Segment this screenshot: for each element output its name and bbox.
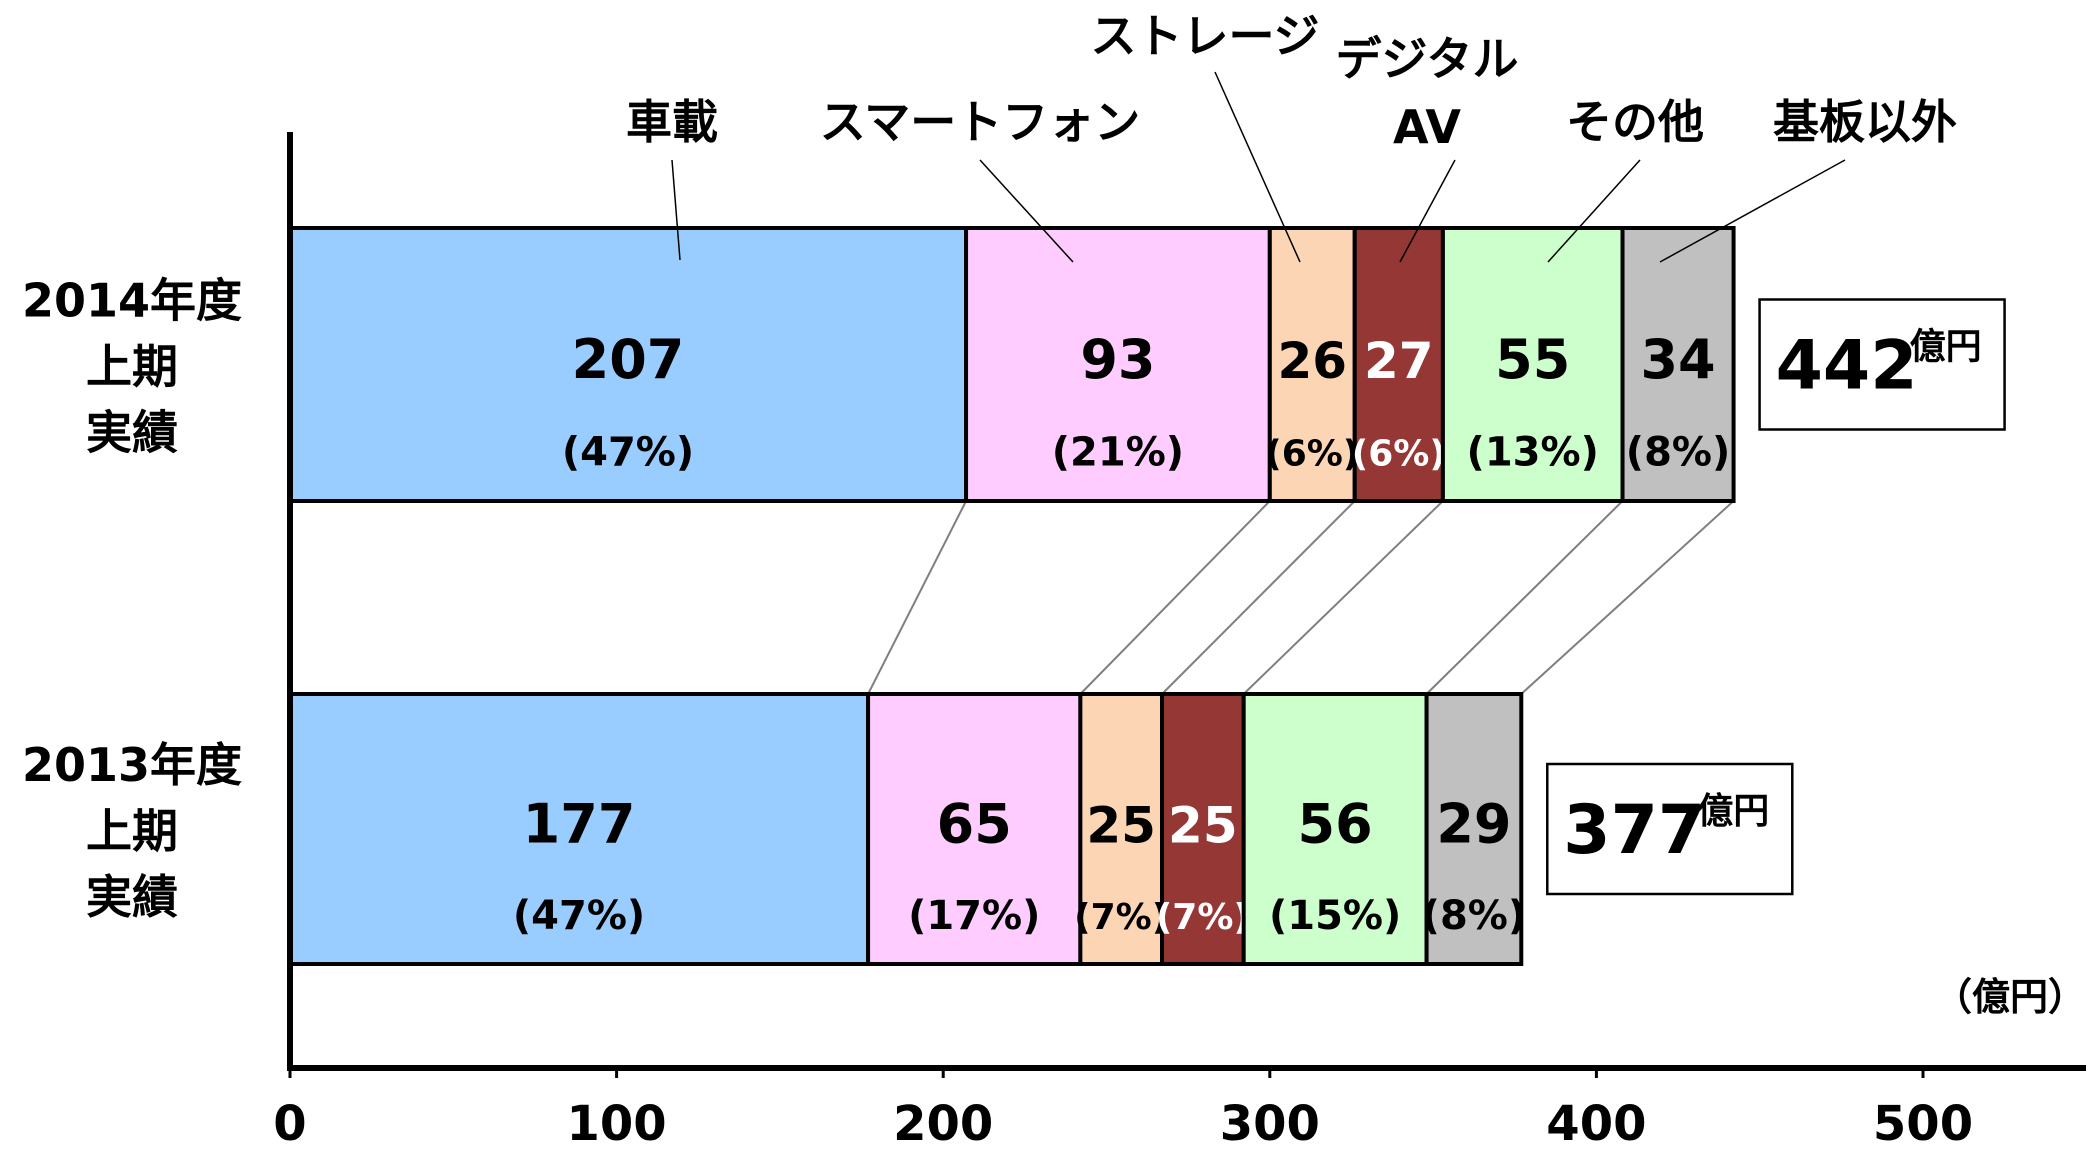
unit-label: （億円） — [1934, 975, 2086, 1019]
connector-line — [1161, 500, 1356, 695]
percent-label: (47%) — [562, 430, 694, 476]
series-label: ストレージ — [1090, 9, 1319, 63]
x-tick-label: 300 — [1220, 1096, 1320, 1151]
connector-line — [1079, 500, 1271, 695]
bar-segment — [1620, 226, 1736, 503]
value-label: 55 — [1495, 328, 1570, 391]
series-label: 車載 — [626, 95, 718, 149]
bars: 207 (47%) 93 (21%) 26 (6%) 27 (6%) 55 (13%) 34 (8%)… — [288, 226, 1736, 966]
bar-segment — [1424, 692, 1524, 966]
connector-line — [1242, 500, 1444, 695]
bar-segment — [964, 226, 1272, 503]
percent-label: (8%) — [1422, 893, 1526, 939]
category-label: 2013年度 — [22, 738, 242, 792]
value-label: 26 — [1277, 332, 1347, 390]
total-box — [1758, 298, 2006, 431]
value-label: 27 — [1364, 332, 1434, 390]
bar-segment — [288, 226, 969, 503]
x-tick-labels: 0 100 200 300 400 500 — [273, 1068, 1973, 1151]
category-label: 実績 — [86, 870, 178, 924]
total-box — [1546, 762, 1794, 896]
callout-line — [1399, 159, 1456, 263]
total-unit: 億円 — [1697, 791, 1769, 832]
series-label: AV — [1393, 100, 1461, 154]
bar-segment — [1160, 692, 1246, 966]
bar-segment — [1267, 226, 1357, 503]
connector-line — [1520, 500, 1735, 695]
callout-line — [671, 159, 681, 261]
x-tick-label: 100 — [566, 1096, 666, 1151]
total-unit: 億円 — [1910, 327, 1982, 368]
x-tick-label: 500 — [1873, 1096, 1973, 1151]
value-label: 65 — [937, 793, 1012, 856]
connector-lines — [867, 500, 1735, 695]
value-label: 56 — [1298, 793, 1373, 856]
callout-line — [1214, 71, 1301, 263]
total-value: 442 — [1776, 327, 1918, 406]
percent-label: (7%) — [1074, 897, 1168, 938]
series-label: 基板以外 — [1773, 95, 1957, 149]
x-tick-label: 400 — [1546, 1096, 1646, 1151]
percent-label: (47%) — [513, 893, 645, 939]
percent-label: (13%) — [1467, 430, 1599, 476]
series-label: その他 — [1566, 95, 1704, 149]
value-label: 34 — [1640, 328, 1715, 391]
value-label: 207 — [572, 328, 685, 391]
connector-line — [1425, 500, 1624, 695]
bar-segment — [1078, 692, 1165, 966]
percent-label: (6%) — [1352, 434, 1446, 475]
series-label: スマートフォン — [820, 95, 1141, 149]
value-label: 29 — [1436, 793, 1511, 856]
x-tick-label: 200 — [893, 1096, 993, 1151]
callout-line — [1547, 159, 1641, 263]
total-value: 377 — [1563, 791, 1705, 870]
percent-label: (17%) — [908, 893, 1040, 939]
value-label: 25 — [1168, 797, 1238, 855]
percent-label: (6%) — [1265, 434, 1359, 475]
series-callout-labels: 車載 スマートフォン ストレージ デジタル AV その他 基板以外 — [626, 9, 1957, 263]
category-label: 実績 — [86, 406, 178, 460]
x-axis — [287, 132, 2086, 1071]
category-label: 2014年度 — [22, 274, 242, 328]
callout-line — [1659, 159, 1846, 263]
series-label: デジタル — [1335, 32, 1518, 86]
category-label: 上期 — [86, 804, 178, 858]
callout-line — [979, 159, 1074, 263]
percent-label: (7%) — [1156, 897, 1250, 938]
bar-segment — [866, 692, 1083, 966]
value-label: 93 — [1080, 328, 1155, 391]
connector-line — [867, 500, 967, 695]
bar-segment — [1440, 226, 1625, 503]
category-label: 上期 — [86, 340, 178, 394]
percent-label: (21%) — [1052, 430, 1184, 476]
x-tick-label: 0 — [273, 1096, 306, 1151]
bar-segment — [288, 692, 871, 966]
percent-label: (8%) — [1626, 430, 1730, 476]
value-label: 25 — [1086, 797, 1156, 855]
value-label: 177 — [523, 793, 636, 856]
percent-label: (15%) — [1269, 893, 1401, 939]
